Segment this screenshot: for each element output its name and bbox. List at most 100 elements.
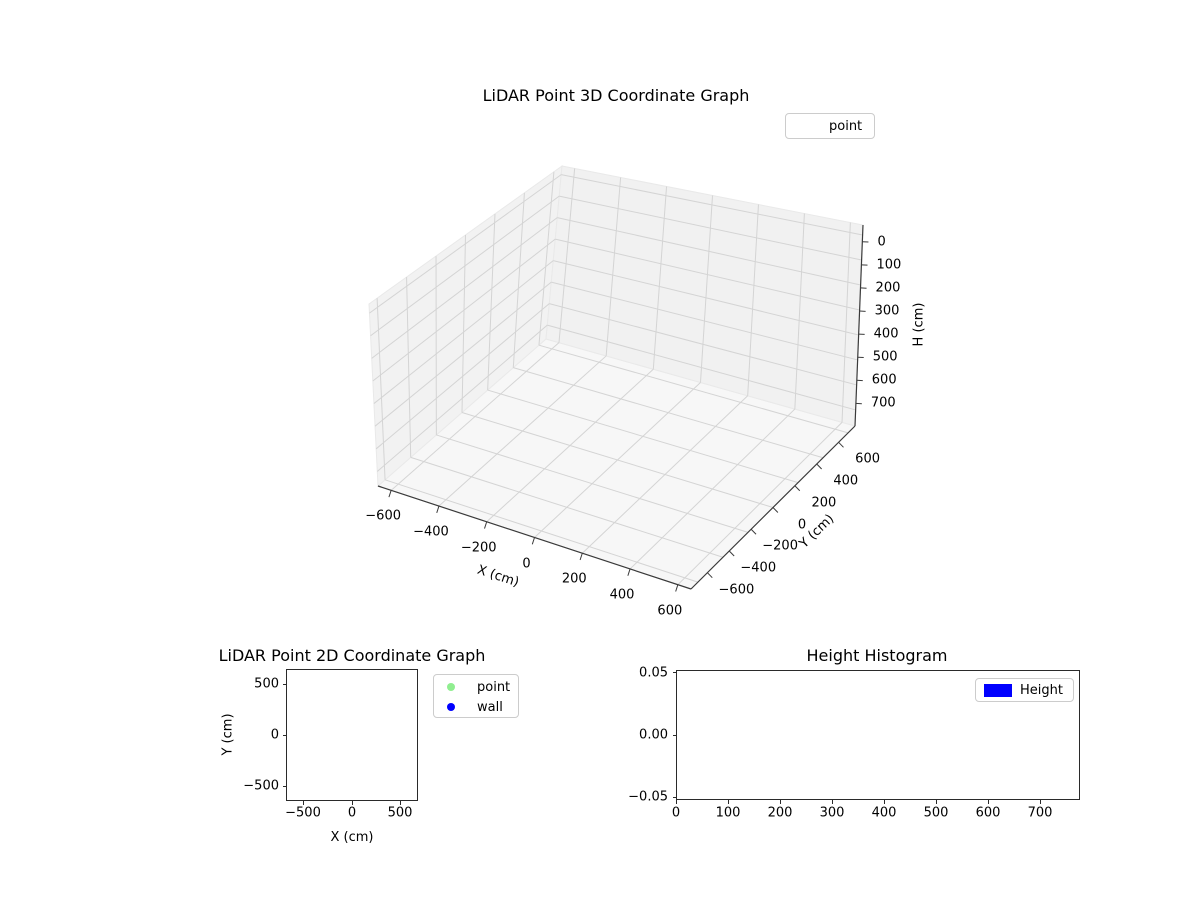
2d-yaxis-label: Y (cm) bbox=[220, 713, 236, 756]
2d-x-tick-label: 500 bbox=[387, 805, 413, 821]
3d-z-tick-label: 100 bbox=[876, 257, 902, 273]
grid-line bbox=[555, 238, 860, 311]
grid-line bbox=[581, 395, 749, 554]
legend-label-height: Height bbox=[1020, 682, 1063, 698]
3d-zaxis-label: H (cm) bbox=[911, 302, 927, 347]
grid-line bbox=[487, 389, 799, 484]
grid-line bbox=[547, 324, 856, 411]
tick-mark bbox=[282, 785, 286, 787]
x-tick bbox=[484, 521, 488, 529]
legend-entry-point: point bbox=[434, 677, 518, 697]
2d-y-tick-label: −500 bbox=[243, 778, 279, 794]
legend-entry-height: Height bbox=[976, 679, 1073, 701]
tick-mark bbox=[282, 734, 286, 736]
grid-line bbox=[700, 195, 713, 383]
tick-mark bbox=[399, 801, 401, 805]
tick-mark bbox=[779, 800, 781, 804]
2d-y-tick-label: 0 bbox=[270, 727, 279, 743]
x-tick bbox=[436, 505, 440, 514]
grid-line bbox=[371, 217, 558, 359]
x-tick bbox=[579, 553, 583, 561]
tick-mark bbox=[831, 800, 833, 804]
tick-mark bbox=[302, 801, 304, 805]
grid-line bbox=[558, 168, 576, 343]
y-tick bbox=[728, 550, 735, 557]
x-tick bbox=[531, 537, 535, 545]
3d-plot bbox=[368, 164, 869, 592]
3d-z-tick-label: 700 bbox=[870, 395, 896, 411]
grid-line bbox=[376, 324, 548, 472]
tick-mark bbox=[672, 672, 676, 674]
grid-line bbox=[487, 213, 496, 391]
legend-label-point: point bbox=[477, 679, 511, 695]
legend-label-point: point bbox=[829, 118, 863, 134]
grid-line bbox=[370, 195, 560, 337]
grid-line bbox=[747, 204, 759, 396]
2d-plot-area bbox=[286, 669, 418, 801]
grid-line bbox=[461, 412, 774, 508]
histogram-title: Height Histogram bbox=[806, 646, 948, 665]
3d-x-tick-label: −200 bbox=[460, 540, 497, 556]
grid-line bbox=[372, 238, 556, 382]
grid-line bbox=[373, 260, 554, 404]
3d-x-tick-label: −600 bbox=[365, 508, 401, 524]
3d-x-tick-label: 400 bbox=[609, 587, 635, 603]
grid-line bbox=[557, 217, 861, 286]
grid-line bbox=[561, 174, 863, 236]
grid-line bbox=[376, 298, 386, 480]
y-tick bbox=[750, 528, 757, 535]
grid-line bbox=[374, 281, 552, 427]
tick-mark bbox=[351, 801, 353, 805]
2d-x-tick-label: 0 bbox=[347, 805, 357, 821]
2d-x-tick-label: −500 bbox=[285, 805, 321, 821]
grid-line bbox=[512, 192, 525, 368]
3d-y-tick-label: −600 bbox=[718, 582, 755, 598]
2d-legend: point wall bbox=[433, 674, 519, 718]
tick-mark bbox=[987, 800, 989, 804]
3d-y-tick-label: −200 bbox=[762, 538, 798, 554]
y-tick bbox=[794, 485, 801, 492]
grid-line bbox=[605, 177, 622, 356]
3d-x-tick-label: −400 bbox=[413, 524, 449, 540]
grid-line bbox=[677, 421, 843, 586]
grid-line bbox=[559, 195, 862, 261]
hist-x-tick-label: 500 bbox=[923, 805, 949, 821]
height-bar-swatch bbox=[984, 683, 1012, 697]
hist-x-tick-label: 700 bbox=[1027, 805, 1053, 821]
hist-x-tick-label: 300 bbox=[819, 805, 845, 821]
tick-mark bbox=[672, 734, 676, 736]
2d-xaxis-label: X (cm) bbox=[330, 830, 374, 845]
tick-mark bbox=[282, 683, 286, 685]
3d-z-tick-label: 500 bbox=[872, 349, 898, 365]
3d-plot-title: LiDAR Point 3D Coordinate Graph bbox=[482, 86, 750, 105]
legend-entry-wall: wall bbox=[434, 697, 518, 717]
x-tick bbox=[675, 584, 679, 592]
grid-line bbox=[406, 277, 412, 458]
3d-y-tick-label: −400 bbox=[740, 560, 777, 576]
3d-z-tick-label: 0 bbox=[877, 234, 886, 250]
tick-mark bbox=[727, 800, 729, 804]
hist-x-tick-label: 400 bbox=[871, 805, 897, 821]
x-tick bbox=[388, 490, 392, 498]
legend-label-wall: wall bbox=[477, 699, 503, 715]
grid-line bbox=[513, 367, 824, 459]
grid-line bbox=[549, 303, 857, 386]
grid-line bbox=[794, 213, 805, 410]
grid-line bbox=[629, 408, 796, 570]
grid-line bbox=[538, 171, 555, 346]
legend-marker-empty bbox=[799, 122, 807, 130]
grid-line bbox=[538, 344, 849, 434]
hist-x-tick-label: 600 bbox=[975, 805, 1001, 821]
3d-y-tick-label: 400 bbox=[833, 473, 859, 489]
tick-mark bbox=[935, 800, 937, 804]
tick-mark bbox=[1039, 800, 1041, 804]
3d-z-tick-label: 200 bbox=[875, 280, 901, 296]
grid-line bbox=[553, 260, 859, 336]
hist-y-tick-label: −0.05 bbox=[628, 789, 668, 805]
z-axis-line bbox=[854, 224, 864, 427]
grid-line bbox=[652, 186, 668, 370]
3d-x-tick-label: 600 bbox=[657, 603, 683, 619]
3d-z-tick-label: 400 bbox=[873, 326, 899, 342]
point-marker-swatch bbox=[447, 683, 455, 691]
